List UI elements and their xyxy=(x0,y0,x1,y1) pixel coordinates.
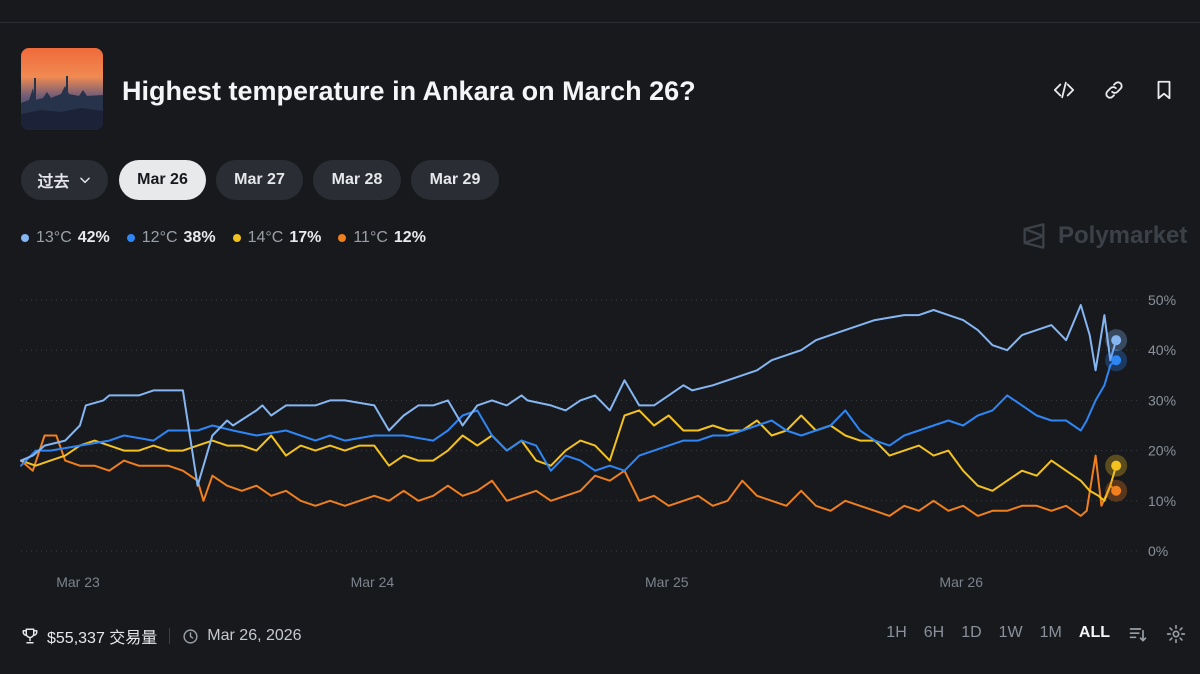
code-icon xyxy=(1053,81,1075,99)
chevron-down-icon xyxy=(79,177,90,184)
link-icon xyxy=(1105,81,1123,99)
polymarket-logo-icon xyxy=(1023,223,1045,249)
bookmark-button[interactable] xyxy=(1150,76,1178,104)
legend-label: 14°C xyxy=(247,229,284,246)
legend-label: 13°C xyxy=(36,229,72,246)
series-end-point xyxy=(1111,355,1122,366)
series-end-point xyxy=(1111,460,1122,471)
market-image xyxy=(21,48,103,130)
tab-mar-26[interactable]: Mar 26 xyxy=(119,160,206,200)
footer-divider xyxy=(169,628,171,644)
watermark-text: Polymarket xyxy=(1058,222,1188,249)
polymarket-watermark: Polymarket xyxy=(1020,222,1187,250)
x-tick-label: Mar 24 xyxy=(351,574,395,590)
legend-percent: 12% xyxy=(393,229,426,246)
y-tick-label: 30% xyxy=(1148,392,1176,408)
copy-link-button[interactable] xyxy=(1100,76,1128,104)
price-chart[interactable]: 0% 10% 20% 30% 40% 50% Mar 23 Mar 24 Mar 25 Mar 2… xyxy=(0,280,1200,600)
legend-percent: 17% xyxy=(289,229,322,246)
bookmark-icon xyxy=(1157,80,1171,100)
x-tick-label: Mar 23 xyxy=(56,574,100,590)
tab-mar-28[interactable]: Mar 28 xyxy=(313,160,401,200)
sort-icon xyxy=(1129,628,1147,642)
end-date-text: Mar 26, 2026 xyxy=(207,627,302,644)
legend-item-13c: 13°C 42% xyxy=(21,229,110,247)
volume-text: $55,337 交易量 xyxy=(47,630,158,647)
legend-label: 12°C xyxy=(141,229,178,246)
x-tick-label: Mar 25 xyxy=(645,574,689,590)
timeframe-1m[interactable]: 1M xyxy=(1039,624,1062,641)
y-tick-label: 10% xyxy=(1148,493,1176,509)
tab-mar-29[interactable]: Mar 29 xyxy=(411,160,499,200)
series-line-13°C xyxy=(20,304,1118,487)
timeframe-1w[interactable]: 1W xyxy=(998,624,1023,641)
chart-legend: 13°C 42% 12°C 38% 14°C 17% 11°C 12% xyxy=(21,229,443,247)
legend-item-11c: 11°C 12% xyxy=(338,229,426,247)
top-nav-edge xyxy=(0,0,1200,23)
legend-dot xyxy=(338,234,347,242)
timeframe-6h[interactable]: 6H xyxy=(923,624,945,641)
legend-item-14c: 14°C 17% xyxy=(232,229,322,247)
trophy-icon xyxy=(22,628,38,644)
gear-icon xyxy=(1166,624,1186,644)
timeframe-selector: 1H 6H 1D 1W 1M ALL xyxy=(869,624,1110,642)
clock-icon xyxy=(183,628,198,644)
x-tick-label: Mar 26 xyxy=(939,574,983,590)
y-tick-label: 0% xyxy=(1148,543,1168,559)
market-footer: $55,337 交易量 Mar 26, 2026 xyxy=(21,624,302,648)
embed-code-button[interactable] xyxy=(1050,76,1078,104)
y-tick-label: 50% xyxy=(1148,292,1176,308)
settings-button[interactable] xyxy=(1164,622,1188,646)
legend-percent: 38% xyxy=(183,229,216,246)
sort-button[interactable] xyxy=(1126,622,1150,646)
past-dates-dropdown[interactable]: 过去 xyxy=(21,160,108,200)
page-title: Highest temperature in Ankara on March 2… xyxy=(122,76,696,106)
legend-dot xyxy=(21,234,29,242)
timeframe-1d[interactable]: 1D xyxy=(961,624,982,641)
y-tick-label: 40% xyxy=(1148,342,1176,358)
timeframe-1h[interactable]: 1H xyxy=(886,624,907,641)
legend-label: 11°C xyxy=(353,229,388,246)
y-tick-label: 20% xyxy=(1148,443,1176,459)
tab-mar-27[interactable]: Mar 27 xyxy=(216,160,303,200)
series-line-12°C xyxy=(20,359,1118,472)
series-end-point xyxy=(1111,485,1122,496)
legend-dot xyxy=(126,234,135,242)
legend-item-12c: 12°C 38% xyxy=(126,229,216,247)
legend-dot xyxy=(232,234,241,242)
timeframe-all[interactable]: ALL xyxy=(1078,624,1110,641)
series-end-point xyxy=(1111,335,1122,346)
past-dates-label: 过去 xyxy=(37,174,70,191)
legend-percent: 42% xyxy=(77,229,110,246)
